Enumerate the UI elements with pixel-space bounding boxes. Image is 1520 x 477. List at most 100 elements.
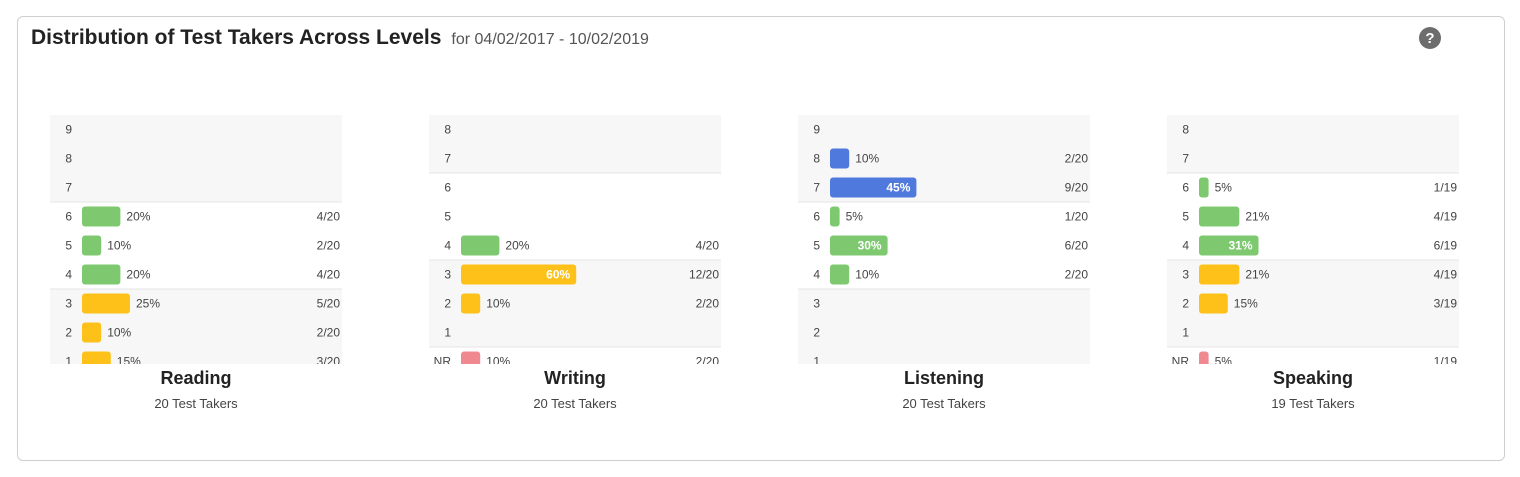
level-bar[interactable] [82,351,111,365]
question-circle-icon[interactable]: ? [1419,27,1441,49]
level-tick-label: NR [434,355,452,365]
percent-data-label: 10% [486,297,510,311]
fraction-data-label: 4/20 [317,268,341,282]
chart-writing: 8 7 6 5 4 20% 4/20 3 60% 12/20 2 10% 2/20 1 NR 10% 2/20 … [429,94,721,424]
fraction-data-label: 3/19 [1434,297,1458,311]
level-tick-label: 6 [65,210,72,224]
chart-listening: 9 8 10% 2/20 7 45% 9/20 6 5% 1/20 5 30% 6/20 4 10% 2/20… [798,94,1090,424]
level-band [798,289,1090,364]
level-tick-label: 9 [813,123,820,137]
level-bar[interactable] [830,235,888,256]
level-tick-label: 3 [813,297,820,311]
level-bar[interactable] [461,235,500,256]
level-bar[interactable] [82,293,130,314]
level-tick-label: 8 [444,123,451,137]
fraction-data-label: 3/20 [317,355,341,365]
level-tick-label: 3 [1182,268,1189,282]
level-tick-label: 1 [444,326,451,340]
fraction-data-label: 9/20 [1065,181,1089,195]
level-bar[interactable] [1199,235,1259,256]
level-bar[interactable] [82,235,102,256]
level-tick-label: 3 [65,297,72,311]
level-tick-label: 7 [813,181,820,195]
level-tick-label: 4 [1182,239,1189,253]
level-bar[interactable] [830,206,840,227]
level-tick-label: 7 [1182,152,1189,166]
level-tick-label: 1 [813,355,820,365]
level-bar[interactable] [461,264,577,285]
level-tick-label: 4 [65,268,72,282]
level-bar[interactable] [82,322,102,343]
fraction-data-label: 4/19 [1434,268,1458,282]
level-tick-label: 4 [813,268,820,282]
test-taker-count: 20 Test Takers [154,396,238,411]
level-tick-label: 7 [65,181,72,195]
level-tick-label: NR [1172,355,1190,365]
test-taker-count: 20 Test Takers [902,396,986,411]
skill-title: Reading [160,368,232,388]
level-tick-label: 8 [813,152,820,166]
fraction-data-label: 4/20 [317,210,341,224]
card-title: Distribution of Test Takers Across Level… [31,26,442,49]
date-range: for 04/02/2017 - 10/02/2019 [451,31,649,48]
fraction-data-label: 4/20 [696,239,720,253]
level-bar[interactable] [830,148,850,169]
level-bar[interactable] [1199,264,1240,285]
level-bar[interactable] [82,206,121,227]
percent-data-label: 5% [1215,181,1233,195]
chart-svg: 876 5% 1/195 21% 4/194 31% 6/193 21% 4/192 15% 3/1… [1167,115,1459,365]
level-tick-label: 2 [1182,297,1189,311]
level-bar[interactable] [1199,206,1240,227]
level-bar[interactable] [1199,177,1209,198]
level-bar[interactable] [1199,293,1228,314]
level-tick-label: 2 [444,297,451,311]
percent-data-label: 10% [855,268,879,282]
fraction-data-label: 1/20 [1065,210,1089,224]
skill-title: Speaking [1272,368,1354,388]
level-bar[interactable] [461,351,481,365]
level-tick-label: 8 [1182,123,1189,137]
percent-data-label: 5% [1215,355,1233,365]
level-bar[interactable] [1199,351,1209,365]
level-bar[interactable] [82,264,121,285]
percent-data-label: 15% [1234,297,1258,311]
chart-speaking: 8 7 6 5% 1/19 5 21% 4/19 4 31% 6/19 3 21% 4/19 2 15% 3/1… [1167,94,1459,424]
level-band [429,115,721,173]
level-bar[interactable] [461,293,481,314]
level-band [429,347,721,364]
level-tick-label: 6 [1182,181,1189,195]
percent-data-label: 10% [107,239,131,253]
fraction-data-label: 2/20 [696,355,720,365]
test-taker-count: 20 Test Takers [533,396,617,411]
chart-svg: 9 8 10% 2/20 7 45% 9/20 6 5% 1/20 5 30% 6/20 4 10% 2/20… [798,115,1090,365]
level-tick-label: 8 [65,152,72,166]
percent-data-label: 10% [107,326,131,340]
fraction-data-label: 1/19 [1434,181,1458,195]
percent-data-label: 45% [886,181,910,195]
level-tick-label: 5 [1182,210,1189,224]
percent-data-label: 31% [1228,239,1252,253]
card-header: Distribution of Test Takers Across Level… [31,26,649,50]
level-bar[interactable] [830,177,917,198]
percent-data-label: 10% [855,152,879,166]
level-tick-label: 2 [65,326,72,340]
level-tick-label: 2 [813,326,820,340]
level-band [1167,115,1459,173]
chart-reading: 9 8 7 6 20% 4/20 5 10% 2/20 4 20% 4/20 3 25% 5/20 2 10% 2… [50,94,342,424]
fraction-data-label: 4/19 [1434,210,1458,224]
percent-data-label: 20% [126,210,150,224]
level-bar[interactable] [830,264,850,285]
level-band [1167,347,1459,364]
fraction-data-label: 2/20 [317,326,341,340]
percent-data-label: 15% [117,355,141,365]
chart-svg: 9 8 7 6 20% 4/20 5 10% 2/20 4 20% 4/20 3 25% 5/20 2 10% 2… [50,115,342,365]
fraction-data-label: 12/20 [689,268,719,282]
level-tick-label: 6 [444,181,451,195]
level-tick-label: 1 [65,355,72,365]
percent-data-label: 60% [546,268,570,282]
level-tick-label: 1 [1182,326,1189,340]
percent-data-label: 10% [486,355,510,365]
fraction-data-label: 2/20 [1065,152,1089,166]
percent-data-label: 25% [136,297,160,311]
skill-title: Writing [544,368,606,388]
